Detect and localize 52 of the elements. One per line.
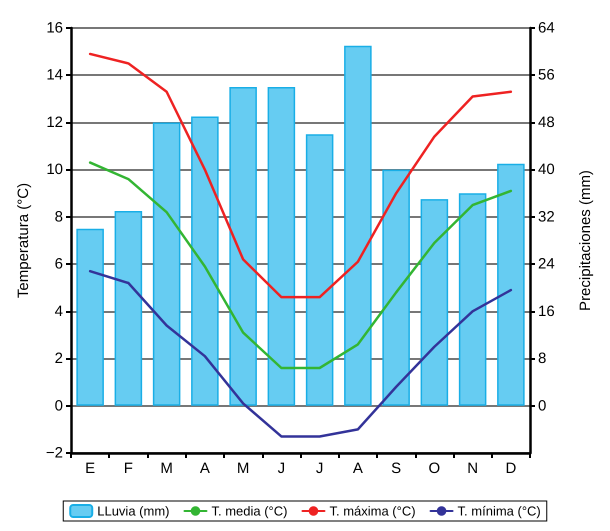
line-series bbox=[88, 52, 512, 298]
x-tick-label: J bbox=[316, 460, 324, 477]
y2-tick-label: 64 bbox=[538, 20, 555, 36]
y-tick-label: 8 bbox=[54, 208, 63, 226]
line-series bbox=[88, 270, 512, 438]
bar bbox=[344, 46, 372, 406]
y-tick-label: 6 bbox=[54, 256, 63, 273]
x-tick-label: M bbox=[236, 460, 250, 477]
y-tick-label: 16 bbox=[46, 20, 63, 36]
y-tick-label: 12 bbox=[46, 114, 63, 131]
x-tick-label: J bbox=[278, 460, 286, 477]
y-axis-title: Temperatura (°C) bbox=[15, 182, 32, 298]
legend-label: LLuvia (mm) bbox=[97, 504, 170, 518]
bar bbox=[306, 134, 334, 406]
bar bbox=[191, 116, 219, 406]
x-tick-label: D bbox=[505, 460, 516, 477]
y2-tick-label: 8 bbox=[538, 350, 546, 368]
y2-tick-label: 16 bbox=[538, 302, 555, 320]
bar bbox=[114, 210, 142, 406]
y-tick-label: 2 bbox=[54, 350, 63, 368]
x-tick-label: F bbox=[124, 460, 133, 477]
bar bbox=[268, 87, 296, 406]
y2-tick-label: 0 bbox=[538, 397, 546, 414]
y2-tick-label: 56 bbox=[538, 66, 555, 84]
y2-tick-label: 48 bbox=[538, 114, 555, 131]
bar bbox=[152, 122, 180, 406]
y-tick-label: 4 bbox=[54, 302, 63, 320]
bar bbox=[497, 164, 525, 406]
x-tick-label: O bbox=[428, 460, 440, 477]
y-tick-label: −2 bbox=[46, 444, 63, 462]
x-tick-label: E bbox=[85, 460, 96, 477]
y2-tick-label: 40 bbox=[538, 161, 555, 178]
y-tick-label: 10 bbox=[46, 161, 63, 178]
x-tick-label: S bbox=[391, 460, 402, 477]
x-tick-label: N bbox=[467, 460, 478, 477]
bar bbox=[76, 228, 104, 406]
y2-tick-label: 24 bbox=[538, 256, 555, 273]
bar bbox=[458, 193, 486, 406]
y-tick-label: 0 bbox=[54, 397, 63, 414]
bar bbox=[229, 87, 257, 406]
x-tick-label: A bbox=[352, 460, 363, 477]
legend-label: T. máxima (°C) bbox=[329, 504, 416, 518]
y2-axis-title: Precipitaciones (mm) bbox=[577, 170, 594, 311]
line-series bbox=[88, 161, 512, 370]
x-tick-label: A bbox=[200, 460, 210, 477]
legend-label: T. mínima (°C) bbox=[458, 504, 541, 518]
bar bbox=[382, 170, 410, 406]
x-tick-label: M bbox=[160, 460, 173, 477]
y2-tick-label: 32 bbox=[538, 208, 555, 226]
bar bbox=[420, 199, 448, 406]
y-tick-label: 14 bbox=[46, 66, 63, 84]
legend-label: T. media (°C) bbox=[211, 504, 288, 518]
